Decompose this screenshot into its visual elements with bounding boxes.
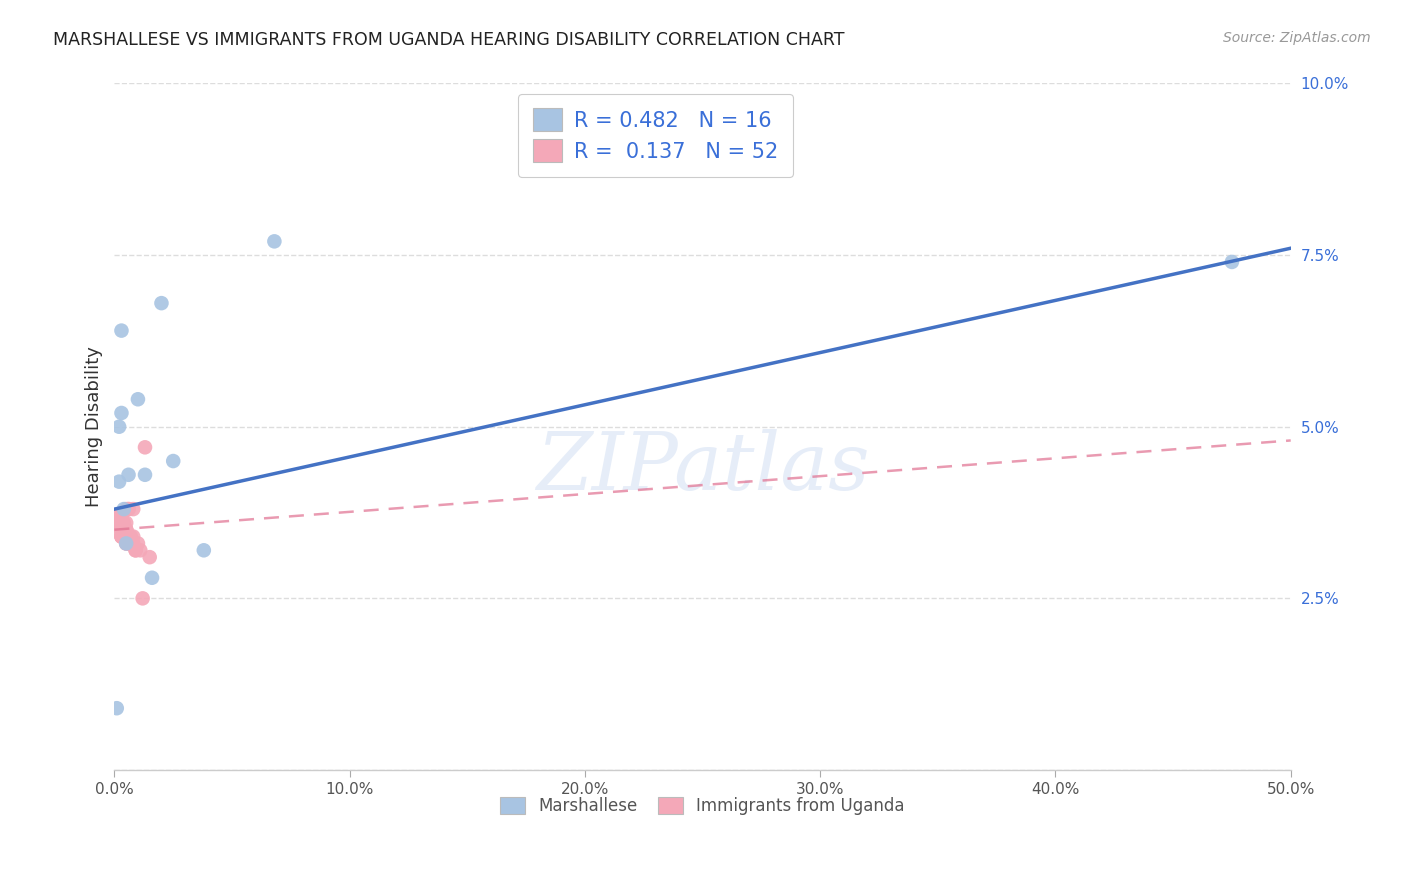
Point	[110, 324, 132, 338]
Point	[193, 543, 215, 558]
Point	[104, 516, 127, 530]
Text: Source: ZipAtlas.com: Source: ZipAtlas.com	[1223, 31, 1371, 45]
Point	[117, 502, 139, 516]
Point	[110, 406, 132, 420]
Point	[108, 475, 131, 489]
Point	[108, 508, 131, 523]
Point	[117, 530, 139, 544]
Point	[115, 536, 138, 550]
Point	[1220, 255, 1243, 269]
Point	[110, 523, 132, 537]
Point	[110, 530, 132, 544]
Point	[122, 536, 145, 550]
Point	[134, 467, 156, 482]
Point	[110, 516, 132, 530]
Point	[122, 530, 145, 544]
Point	[115, 516, 138, 530]
Point	[124, 543, 146, 558]
Text: ZIPatlas: ZIPatlas	[536, 429, 869, 507]
Point	[110, 508, 132, 523]
Point	[108, 508, 131, 523]
Point	[112, 530, 135, 544]
Point	[124, 543, 146, 558]
Point	[120, 536, 142, 550]
Point	[117, 536, 139, 550]
Point	[129, 543, 152, 558]
Point	[112, 523, 135, 537]
Point	[112, 530, 135, 544]
Point	[110, 530, 132, 544]
Point	[115, 523, 138, 537]
Point	[162, 454, 184, 468]
Point	[108, 516, 131, 530]
Point	[122, 502, 145, 516]
Point	[105, 508, 128, 523]
Point	[117, 467, 139, 482]
Point	[112, 523, 135, 537]
Point	[110, 523, 132, 537]
Point	[110, 530, 132, 544]
Point	[150, 296, 173, 310]
Point	[110, 523, 132, 537]
Point	[110, 516, 132, 530]
Point	[131, 591, 153, 606]
Point	[120, 536, 142, 550]
Point	[115, 523, 138, 537]
Point	[115, 536, 138, 550]
Text: MARSHALLESE VS IMMIGRANTS FROM UGANDA HEARING DISABILITY CORRELATION CHART: MARSHALLESE VS IMMIGRANTS FROM UGANDA HE…	[53, 31, 845, 49]
Point	[112, 523, 135, 537]
Point	[117, 502, 139, 516]
Point	[115, 523, 138, 537]
Point	[108, 419, 131, 434]
Point	[112, 516, 135, 530]
Point	[112, 530, 135, 544]
Point	[117, 530, 139, 544]
Point	[115, 530, 138, 544]
Point	[105, 508, 128, 523]
Y-axis label: Hearing Disability: Hearing Disability	[86, 346, 103, 508]
Point	[115, 530, 138, 544]
Point	[263, 235, 285, 249]
Point	[115, 536, 138, 550]
Legend: Marshallese, Immigrants from Uganda: Marshallese, Immigrants from Uganda	[492, 789, 912, 823]
Point	[127, 536, 149, 550]
Point	[108, 516, 131, 530]
Point	[105, 701, 128, 715]
Point	[115, 502, 138, 516]
Point	[134, 440, 156, 454]
Point	[108, 523, 131, 537]
Point	[127, 392, 149, 407]
Point	[120, 530, 142, 544]
Point	[138, 550, 160, 565]
Point	[112, 502, 135, 516]
Point	[141, 571, 163, 585]
Point	[117, 536, 139, 550]
